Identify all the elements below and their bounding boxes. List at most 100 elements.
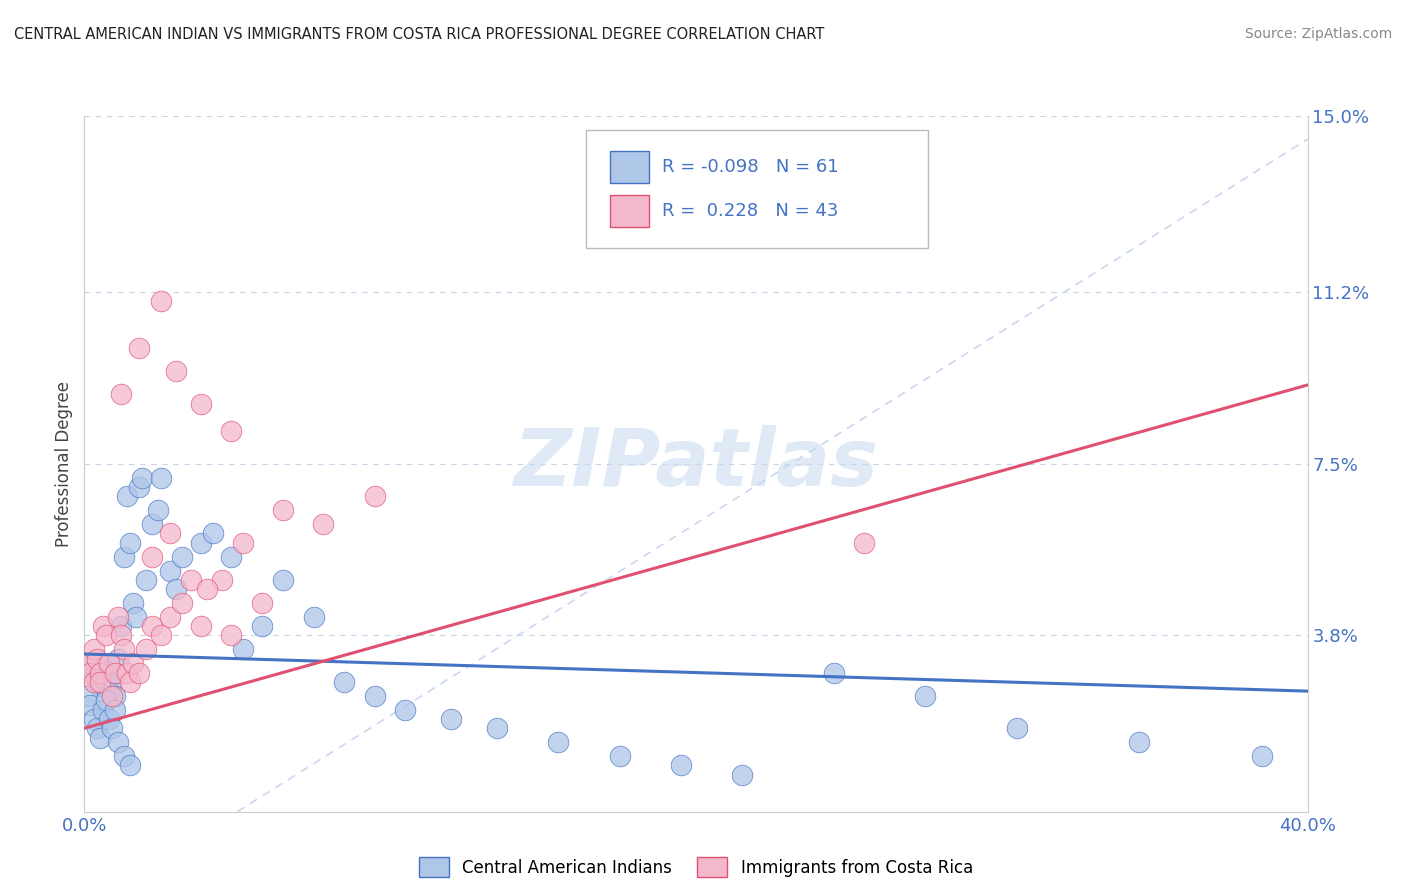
Point: [440, 712, 463, 726]
Point: [159, 564, 181, 578]
Point: [79, 665, 101, 680]
Point: [149, 294, 172, 309]
Point: [131, 471, 153, 485]
Point: [159, 526, 181, 541]
Point: [104, 665, 127, 680]
Point: [486, 721, 509, 735]
Point: [115, 489, 138, 503]
Point: [165, 364, 187, 378]
Point: [333, 674, 356, 689]
Point: [97, 684, 120, 698]
Point: [731, 767, 754, 781]
Point: [232, 535, 254, 549]
Point: [101, 689, 124, 703]
Point: [250, 619, 273, 633]
Point: [112, 642, 135, 657]
Point: [104, 703, 127, 717]
Text: ZIPatlas: ZIPatlas: [513, 425, 879, 503]
Text: CENTRAL AMERICAN INDIAN VS IMMIGRANTS FROM COSTA RICA PROFESSIONAL DEGREE CORREL: CENTRAL AMERICAN INDIAN VS IMMIGRANTS FR…: [14, 27, 824, 42]
Point: [97, 712, 120, 726]
Point: [94, 674, 117, 689]
Point: [76, 689, 98, 703]
Point: [120, 674, 142, 689]
Point: [83, 642, 105, 657]
Point: [135, 642, 157, 657]
Point: [122, 596, 145, 610]
Point: [107, 610, 129, 624]
Point: [302, 610, 325, 624]
Point: [107, 651, 129, 665]
Point: [364, 489, 387, 503]
Point: [1005, 721, 1028, 735]
Point: [190, 396, 212, 410]
Point: [112, 749, 135, 764]
Point: [110, 628, 132, 642]
Point: [110, 619, 132, 633]
Point: [91, 619, 114, 633]
Point: [201, 526, 224, 541]
Text: R = -0.098   N = 61: R = -0.098 N = 61: [662, 158, 838, 176]
Point: [89, 731, 111, 745]
Point: [394, 703, 416, 717]
Y-axis label: Professional Degree: Professional Degree: [55, 381, 73, 547]
Point: [165, 582, 187, 596]
Point: [91, 703, 114, 717]
Point: [97, 657, 120, 671]
Legend: Central American Indians, Immigrants from Costa Rica: Central American Indians, Immigrants fro…: [412, 851, 980, 883]
Point: [149, 471, 172, 485]
FancyBboxPatch shape: [586, 130, 928, 248]
Point: [195, 582, 218, 596]
Point: [115, 665, 138, 680]
Point: [172, 596, 194, 610]
Point: [89, 680, 111, 694]
Point: [364, 689, 387, 703]
Point: [101, 721, 124, 735]
Point: [83, 712, 105, 726]
Point: [86, 651, 108, 665]
Point: [79, 698, 101, 712]
Point: [107, 735, 129, 749]
Point: [141, 619, 163, 633]
Point: [91, 661, 114, 675]
Point: [190, 619, 212, 633]
FancyBboxPatch shape: [610, 195, 650, 227]
Point: [83, 665, 105, 680]
Point: [112, 549, 135, 564]
Point: [146, 503, 169, 517]
Point: [211, 573, 233, 587]
Point: [89, 665, 111, 680]
Point: [141, 549, 163, 564]
Point: [312, 517, 335, 532]
Point: [1128, 735, 1150, 749]
Point: [135, 573, 157, 587]
Point: [141, 517, 163, 532]
Point: [271, 503, 294, 517]
Point: [914, 689, 936, 703]
Point: [86, 674, 108, 689]
Point: [823, 665, 845, 680]
Point: [101, 674, 124, 689]
Point: [76, 657, 98, 671]
FancyBboxPatch shape: [610, 151, 650, 183]
Point: [125, 610, 148, 624]
Point: [104, 665, 127, 680]
Text: R =  0.228   N = 43: R = 0.228 N = 43: [662, 202, 838, 220]
Point: [83, 674, 105, 689]
Point: [104, 689, 127, 703]
Point: [159, 610, 181, 624]
Point: [120, 535, 142, 549]
Point: [250, 596, 273, 610]
Point: [219, 549, 242, 564]
Point: [94, 628, 117, 642]
Point: [128, 665, 150, 680]
Point: [219, 425, 242, 439]
Point: [190, 535, 212, 549]
Point: [94, 693, 117, 707]
Point: [547, 735, 569, 749]
Point: [669, 758, 692, 772]
Point: [128, 341, 150, 355]
Point: [219, 628, 242, 642]
Point: [1250, 749, 1272, 764]
Point: [110, 387, 132, 401]
Point: [128, 480, 150, 494]
